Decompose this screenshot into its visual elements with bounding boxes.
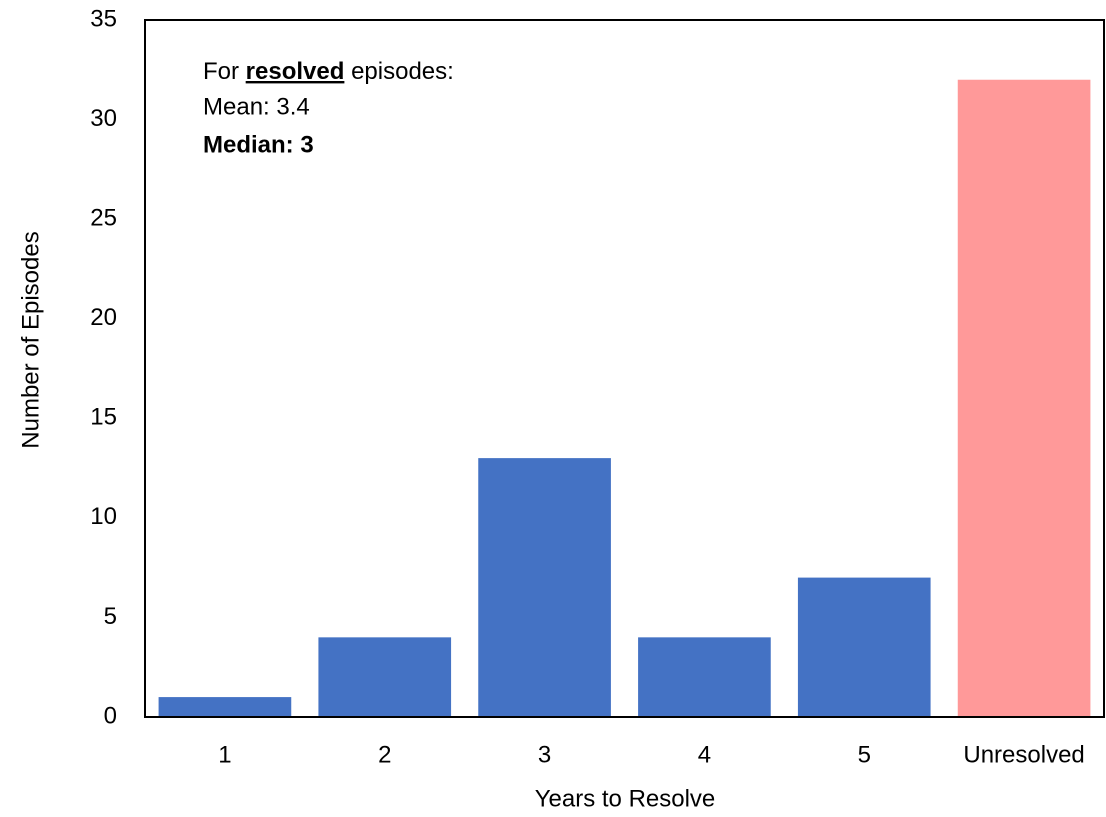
bar xyxy=(158,697,292,717)
annotation-text: episodes: xyxy=(351,58,454,85)
annotation-text: For xyxy=(203,58,239,85)
x-tick-label: 4 xyxy=(698,741,711,768)
bar xyxy=(797,577,931,717)
x-tick-label: 2 xyxy=(378,741,391,768)
annotation-mean: Mean: 3.4 xyxy=(203,93,310,120)
x-tick-label: 1 xyxy=(218,741,231,768)
y-tick-label: 35 xyxy=(90,5,117,32)
y-tick-label: 20 xyxy=(90,304,117,331)
y-axis-title: Number of Episodes xyxy=(17,231,44,448)
plot-frame xyxy=(144,19,1105,718)
y-tick-label: 0 xyxy=(104,702,117,729)
annotation: For resolved episodes: xyxy=(203,58,454,85)
y-tick-label: 25 xyxy=(90,204,117,231)
bar xyxy=(638,637,771,717)
y-tick-label: 30 xyxy=(90,105,117,132)
annotation-median: Median: 3 xyxy=(203,131,314,158)
y-tick-label: 15 xyxy=(90,404,117,431)
bar xyxy=(957,79,1091,717)
x-axis-title: Years to Resolve xyxy=(535,785,716,812)
y-tick-label: 10 xyxy=(90,503,117,530)
bar xyxy=(478,458,611,717)
x-tick-label: 5 xyxy=(858,741,871,768)
x-tick-label: Unresolved xyxy=(963,741,1084,768)
y-tick-label: 5 xyxy=(104,603,117,630)
x-tick-label: 3 xyxy=(538,741,551,768)
annotation-emphasis: resolved xyxy=(246,58,345,85)
bar xyxy=(318,637,452,717)
